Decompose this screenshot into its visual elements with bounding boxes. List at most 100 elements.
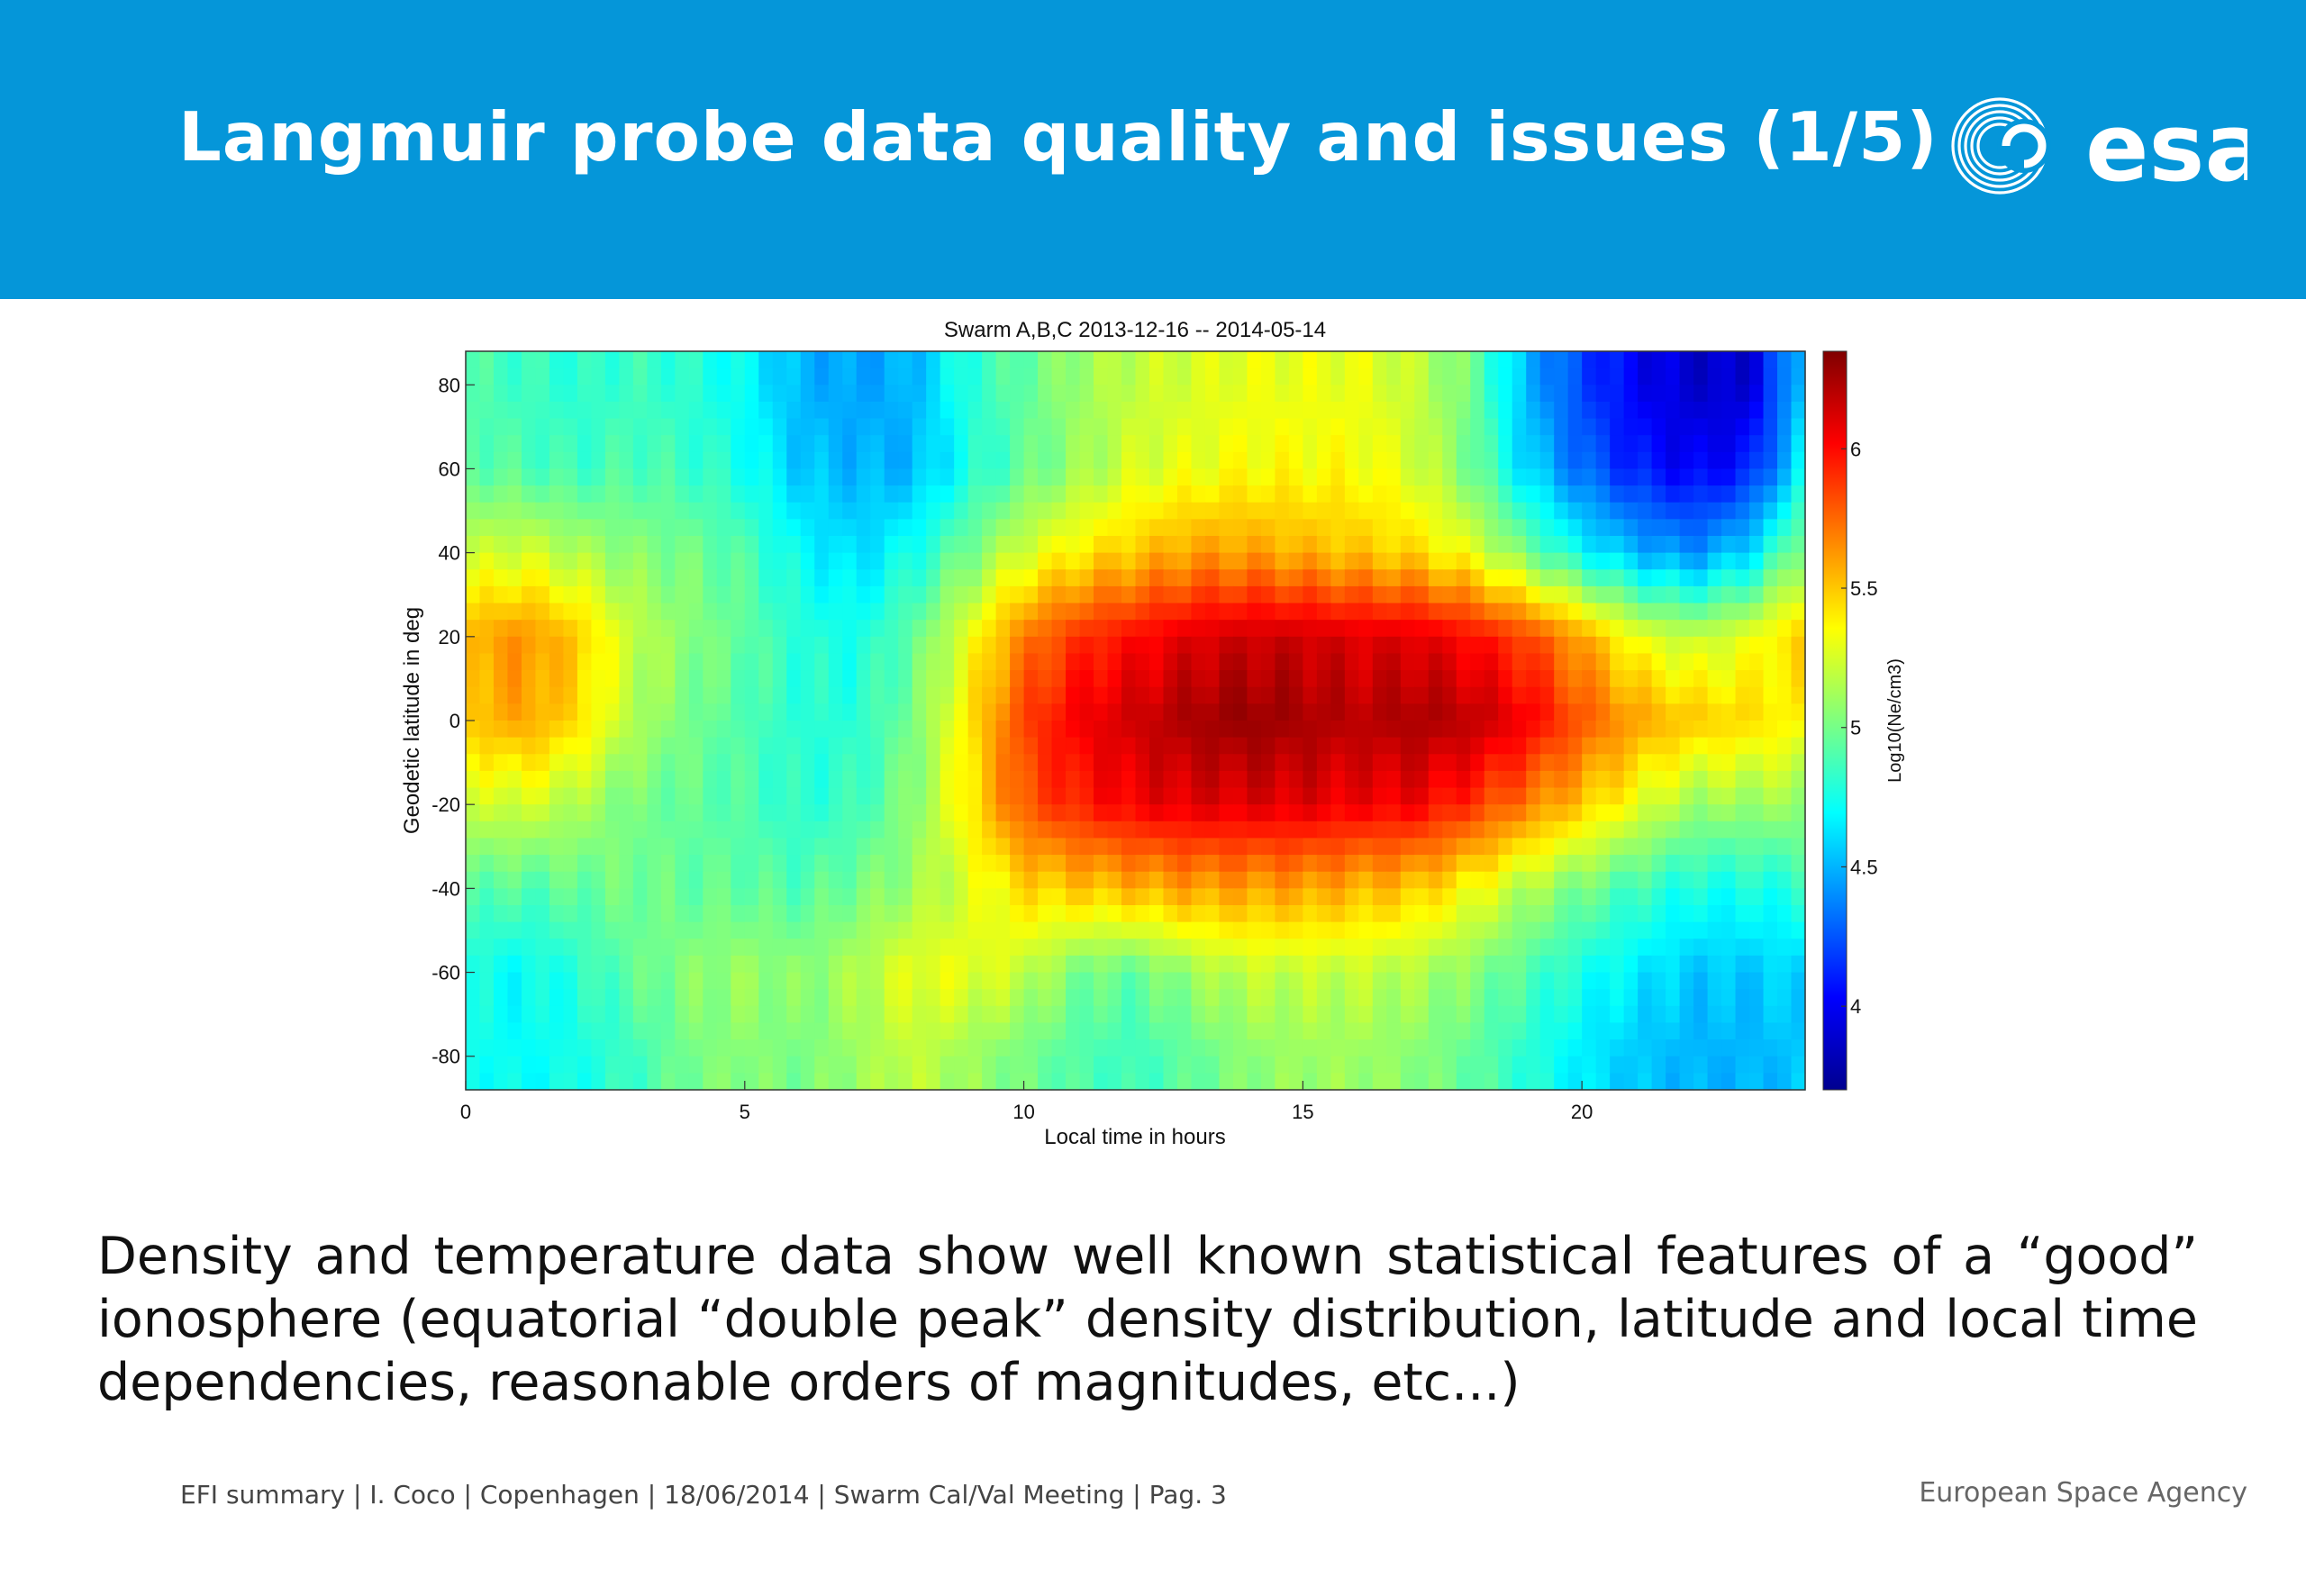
- heatmap-cell: [1666, 569, 1681, 587]
- heatmap-cell: [1400, 536, 1415, 554]
- heatmap-cell: [1721, 770, 1737, 789]
- heatmap-cell: [1414, 939, 1430, 957]
- heatmap-cell: [1372, 1073, 1387, 1091]
- heatmap-cell: [1554, 367, 1569, 385]
- heatmap-cell: [856, 385, 871, 403]
- heatmap-cell: [982, 367, 997, 385]
- heatmap-cell: [744, 385, 759, 403]
- heatmap-cell: [1135, 585, 1150, 604]
- heatmap-cell: [940, 737, 955, 755]
- heatmap-cell: [632, 636, 648, 655]
- heatmap-cell: [1470, 703, 1485, 721]
- heatmap-cell: [856, 905, 871, 923]
- heatmap-cell: [926, 1056, 941, 1074]
- heatmap-cell: [1512, 770, 1527, 789]
- heatmap-cell: [1707, 804, 1722, 822]
- heatmap-cell: [647, 1022, 662, 1040]
- heatmap-cell: [940, 468, 955, 486]
- heatmap-cell: [856, 955, 871, 974]
- heatmap-cell: [800, 838, 815, 856]
- heatmap-cell: [926, 519, 941, 537]
- heatmap-cell: [731, 972, 746, 990]
- heatmap-cell: [632, 838, 648, 856]
- heatmap-cell: [1595, 351, 1611, 369]
- heatmap-cell: [1777, 1005, 1793, 1024]
- heatmap-cell: [1330, 703, 1346, 721]
- heatmap-cell: [1638, 921, 1653, 939]
- heatmap-cell: [1456, 754, 1471, 772]
- heatmap-cell: [591, 401, 606, 420]
- heatmap-cell: [1414, 1039, 1430, 1057]
- heatmap-cell: [954, 1005, 969, 1024]
- heatmap-cell: [1079, 1039, 1094, 1057]
- heatmap-cell: [535, 367, 550, 385]
- heatmap-cell: [1023, 821, 1039, 839]
- heatmap-cell: [1107, 502, 1122, 520]
- heatmap-cell: [898, 536, 913, 554]
- heatmap-cell: [535, 653, 550, 671]
- heatmap-cell: [675, 401, 690, 420]
- heatmap-cell: [703, 670, 718, 688]
- heatmap-cell: [1344, 401, 1359, 420]
- heatmap-cell: [1610, 921, 1625, 939]
- heatmap-cell: [1735, 653, 1750, 671]
- heatmap-cell: [1526, 686, 1541, 704]
- heatmap-cell: [1567, 367, 1583, 385]
- heatmap-cell: [1470, 955, 1485, 974]
- heatmap-cell: [563, 435, 578, 453]
- heatmap-cell: [549, 989, 565, 1007]
- heatmap-cell: [828, 905, 843, 923]
- heatmap-cell: [1219, 418, 1234, 436]
- heatmap-cell: [1666, 737, 1681, 755]
- heatmap-cell: [1288, 939, 1303, 957]
- heatmap-cell: [1498, 670, 1513, 688]
- heatmap-cell: [1288, 955, 1303, 974]
- heatmap-cell: [493, 888, 509, 906]
- heatmap-cell: [1330, 502, 1346, 520]
- heatmap-cell: [898, 653, 913, 671]
- heatmap-cell: [1135, 636, 1150, 655]
- heatmap-cell: [466, 468, 481, 486]
- heatmap-cell: [731, 855, 746, 873]
- heatmap-cell: [1526, 485, 1541, 503]
- heatmap-cell: [688, 955, 704, 974]
- heatmap-cell: [675, 905, 690, 923]
- heatmap-cell: [675, 972, 690, 990]
- heatmap-cell: [967, 770, 983, 789]
- heatmap-cell: [1456, 385, 1471, 403]
- heatmap-cell: [1038, 787, 1053, 805]
- heatmap-cell: [1288, 821, 1303, 839]
- heatmap-cell: [1038, 703, 1053, 721]
- heatmap-cell: [1442, 468, 1457, 486]
- heatmap-cell: [1135, 686, 1150, 704]
- heatmap-cell: [1610, 519, 1625, 537]
- heatmap-cell: [1442, 888, 1457, 906]
- heatmap-cell: [731, 955, 746, 974]
- heatmap-cell: [591, 385, 606, 403]
- heatmap-cell: [563, 955, 578, 974]
- heatmap-cell: [954, 838, 969, 856]
- heatmap-cell: [758, 838, 774, 856]
- heatmap-cell: [1386, 485, 1402, 503]
- heatmap-cell: [1567, 636, 1583, 655]
- heatmap-cell: [1554, 603, 1569, 621]
- heatmap-cell: [535, 485, 550, 503]
- heatmap-cell: [1219, 536, 1234, 554]
- heatmap-cell: [660, 451, 676, 470]
- heatmap-cell: [1023, 519, 1039, 537]
- heatmap-cell: [1135, 955, 1150, 974]
- heatmap-cell: [1498, 502, 1513, 520]
- heatmap-cell: [1344, 905, 1359, 923]
- heatmap-cell: [870, 1039, 885, 1057]
- heatmap-cell: [703, 385, 718, 403]
- heatmap-cell: [632, 552, 648, 570]
- heatmap-cell: [1539, 367, 1555, 385]
- heatmap-cell: [521, 804, 537, 822]
- heatmap-cell: [1079, 955, 1094, 974]
- heatmap-cell: [870, 485, 885, 503]
- heatmap-cell: [1679, 754, 1694, 772]
- heatmap-cell: [1595, 401, 1611, 420]
- heatmap-cell: [1232, 569, 1248, 587]
- heatmap-cell: [731, 502, 746, 520]
- heatmap-cell: [1135, 569, 1150, 587]
